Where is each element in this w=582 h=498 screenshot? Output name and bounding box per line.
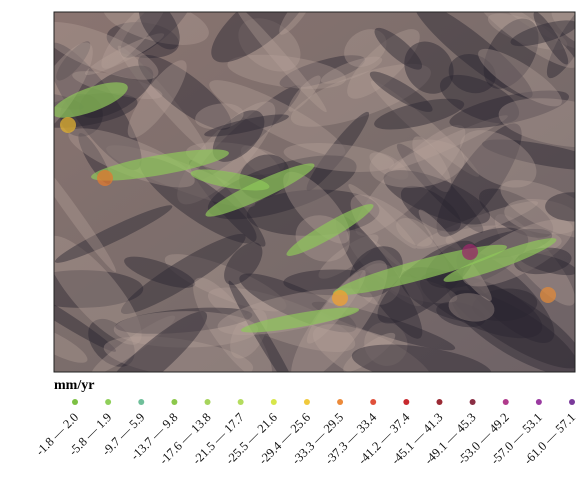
map-figure: mm/yr -1.8 — 2.0-5.8 — 1.9-9.7 — 5.9-13.… [0,0,582,498]
legend-swatch [105,399,111,405]
legend-swatch [171,399,177,405]
legend-swatch [569,399,575,405]
legend-swatch [403,399,409,405]
legend-title: mm/yr [54,378,94,393]
legend-swatch [304,399,310,405]
legend-swatch [238,399,244,405]
legend-swatch [205,399,211,405]
legend-swatch [72,399,78,405]
legend-swatch [370,399,376,405]
legend-swatch [337,399,343,405]
deformation-spot [60,117,76,133]
deformation-spot [462,244,478,260]
deformation-spot [332,290,348,306]
legend-swatch [138,399,144,405]
deformation-spot [97,170,113,186]
legend-swatch [503,399,509,405]
satellite-image [0,0,582,421]
legend-swatch [470,399,476,405]
legend: -1.8 — 2.0-5.8 — 1.9-9.7 — 5.9-13.7 — 9.… [33,399,578,467]
legend-swatch [271,399,277,405]
legend-swatch [536,399,542,405]
legend-swatch [436,399,442,405]
deformation-spot [540,287,556,303]
